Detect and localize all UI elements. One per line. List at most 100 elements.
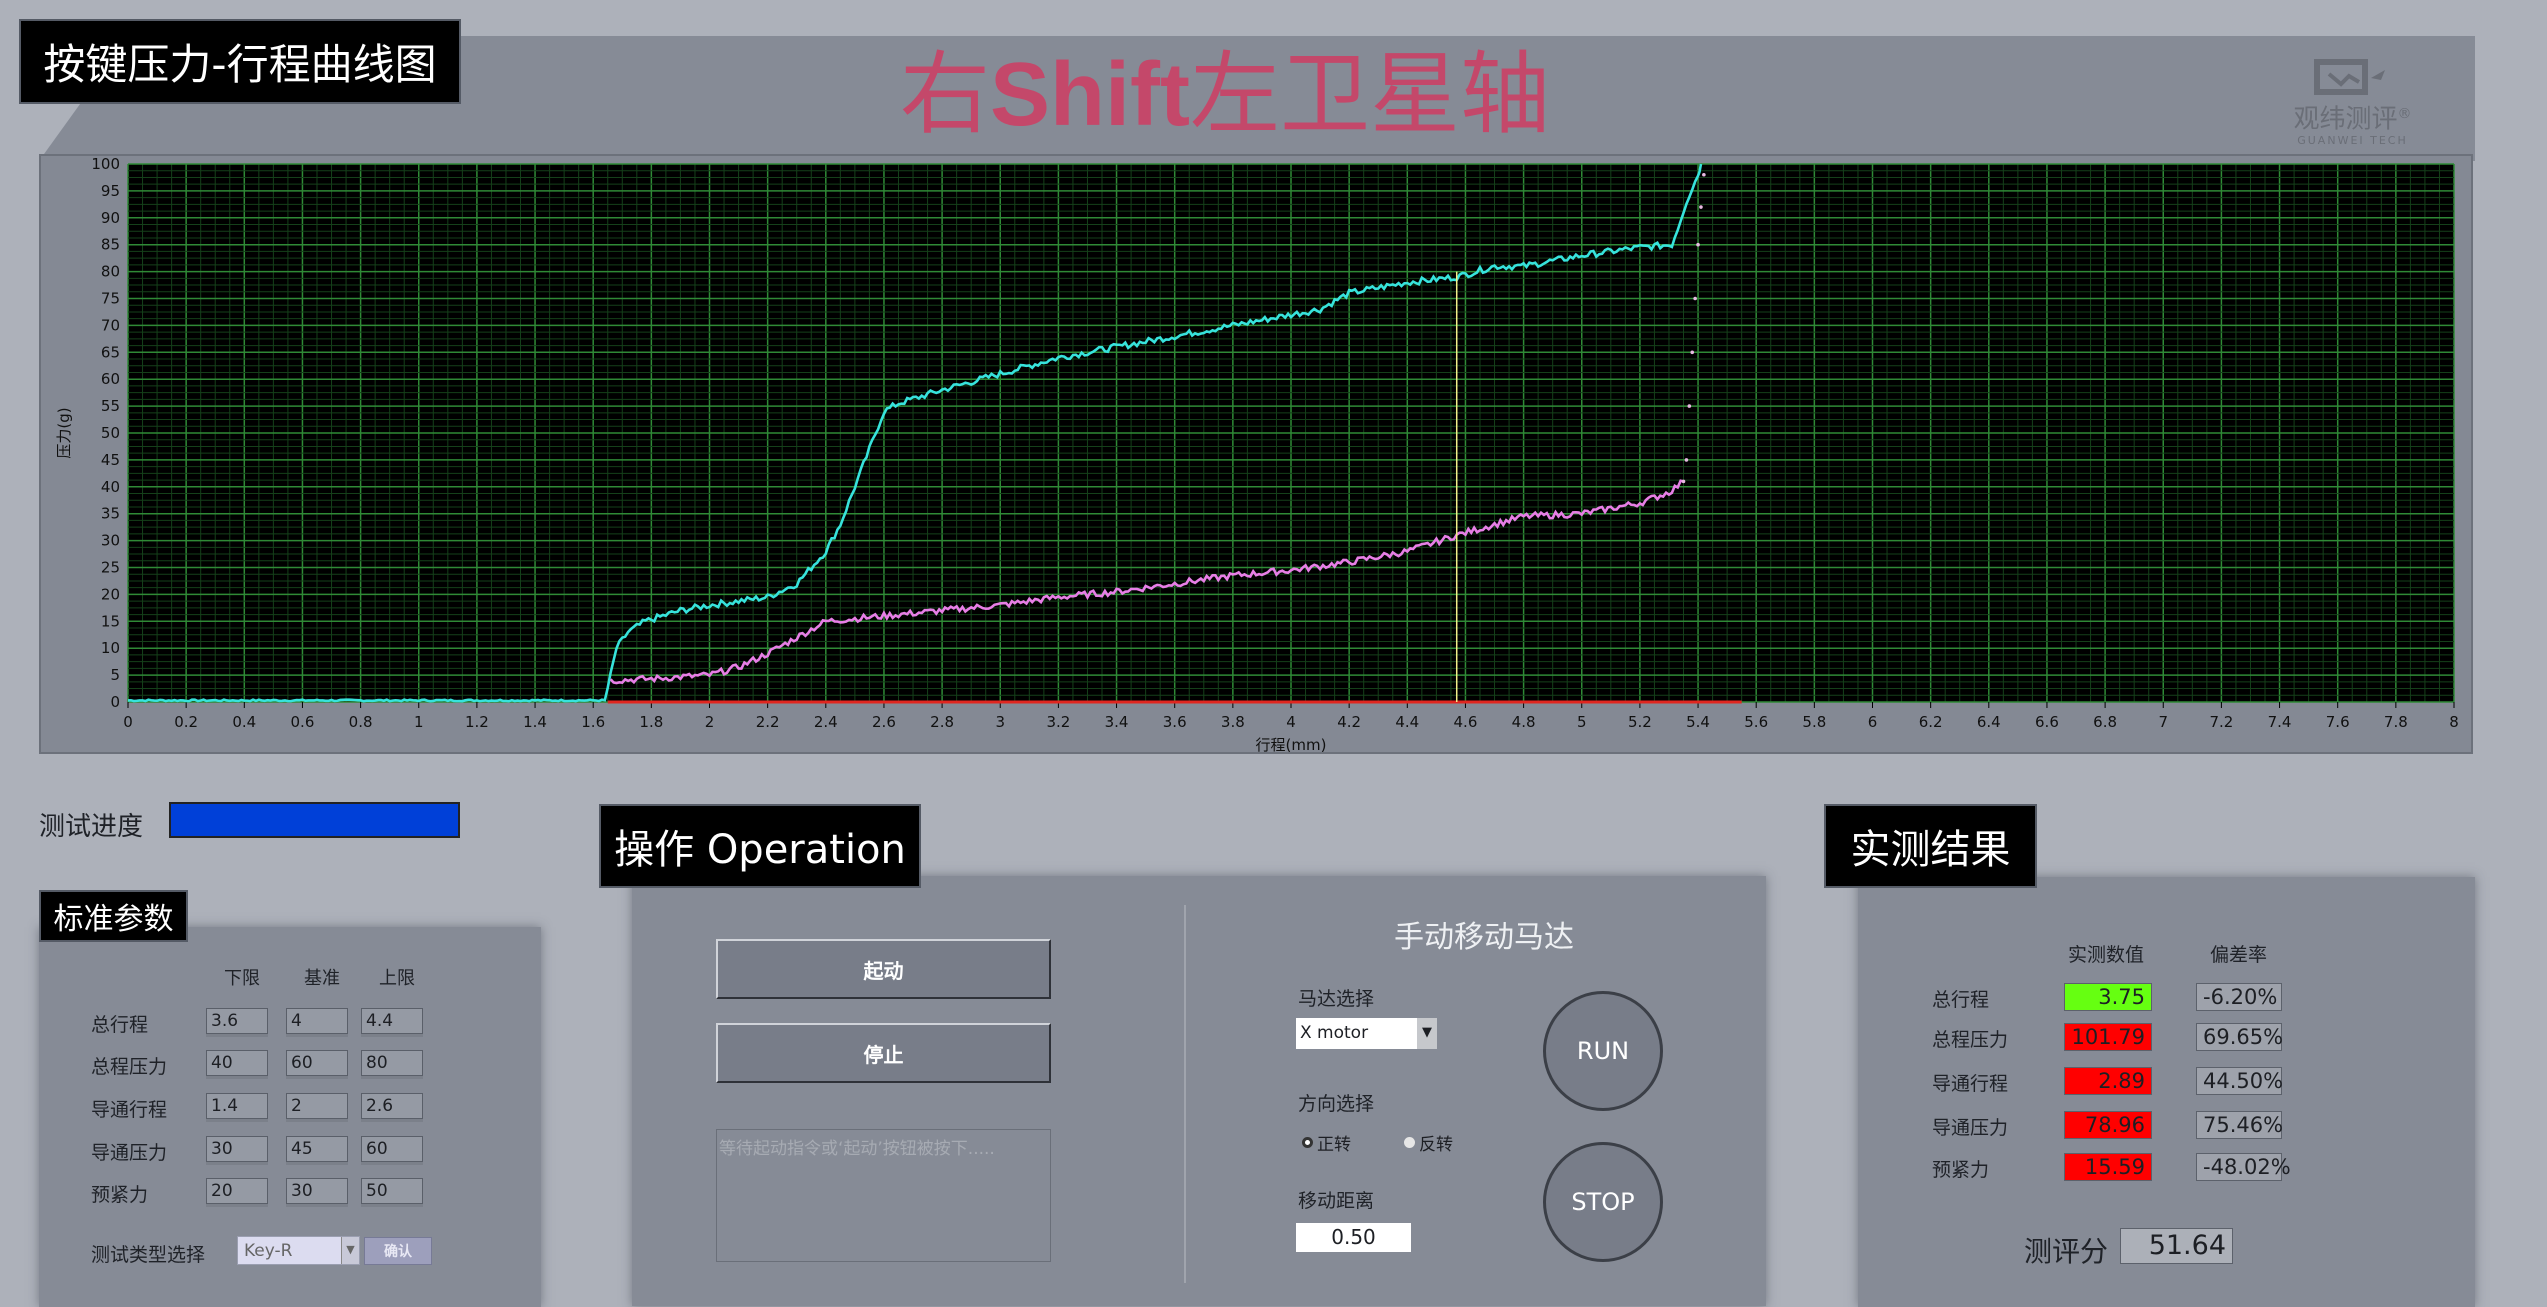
result-value: 2.89 bbox=[2064, 1067, 2152, 1095]
logo-en: GUANWEI TECH bbox=[2297, 133, 2408, 147]
motor-select[interactable]: X motor ▼ bbox=[1296, 1018, 1437, 1049]
score-label: 测评分 bbox=[2024, 1235, 2109, 1268]
x-tick-label: 3.4 bbox=[1105, 713, 1129, 731]
x-tick-label: 1.6 bbox=[581, 713, 605, 731]
test-progress-bar bbox=[169, 802, 460, 838]
series-point bbox=[1702, 172, 1706, 177]
logo-reg: ® bbox=[2397, 106, 2412, 122]
param-input[interactable]: 30 bbox=[286, 1178, 348, 1204]
y-tick-label: 45 bbox=[101, 451, 120, 469]
manual-motor-title: 手动移动马达 bbox=[1394, 920, 1574, 955]
x-tick-label: 4.6 bbox=[1454, 713, 1478, 731]
series-point bbox=[1693, 296, 1697, 301]
x-tick-label: 7.8 bbox=[2384, 713, 2408, 731]
param-input[interactable]: 80 bbox=[361, 1050, 423, 1076]
param-col-header: 基准 bbox=[304, 968, 340, 989]
motor-select-label: 马达选择 bbox=[1298, 988, 1375, 1010]
radio-checked-icon[interactable] bbox=[1302, 1137, 1313, 1148]
x-tick-label: 3.2 bbox=[1046, 713, 1070, 731]
title-bold: Shift bbox=[990, 45, 1190, 145]
series-line-1 bbox=[609, 479, 1684, 685]
x-tick-label: 4.4 bbox=[1395, 713, 1419, 731]
chart-panel-title: 按键压力-行程曲线图 bbox=[19, 19, 461, 104]
param-input[interactable]: 1.4 bbox=[206, 1093, 268, 1119]
result-deviation: 75.46% bbox=[2196, 1111, 2283, 1139]
params-title: 标准参数 bbox=[39, 890, 188, 942]
radio-unchecked-icon[interactable] bbox=[1404, 1137, 1415, 1148]
x-tick-label: 4.2 bbox=[1337, 713, 1361, 731]
param-input[interactable]: 3.6 bbox=[206, 1008, 268, 1034]
x-tick-label: 7.4 bbox=[2268, 713, 2292, 731]
test-type-value: Key-R bbox=[244, 1241, 293, 1261]
result-row-label: 预紧力 bbox=[1932, 1159, 1990, 1181]
x-tick-label: 7 bbox=[2158, 713, 2168, 731]
series-point bbox=[1699, 205, 1703, 209]
result-row-label: 总行程 bbox=[1932, 989, 1990, 1011]
y-tick-label: 95 bbox=[101, 182, 120, 200]
param-input[interactable]: 20 bbox=[206, 1178, 268, 1204]
chevron-down-icon[interactable]: ▼ bbox=[1417, 1018, 1437, 1049]
status-textbox[interactable]: 等待起动指令或‘起动’按钮被按下..... bbox=[716, 1129, 1051, 1262]
y-tick-label: 50 bbox=[101, 424, 120, 442]
param-input[interactable]: 2.6 bbox=[361, 1093, 423, 1119]
x-tick-label: 4.8 bbox=[1512, 713, 1536, 731]
y-tick-label: 60 bbox=[101, 370, 120, 388]
param-input[interactable]: 60 bbox=[286, 1050, 348, 1076]
param-input[interactable]: 60 bbox=[361, 1136, 423, 1162]
y-tick-label: 75 bbox=[101, 290, 120, 308]
result-row-label: 导通行程 bbox=[1932, 1073, 2009, 1095]
x-tick-label: 1.4 bbox=[523, 713, 547, 731]
x-tick-label: 7.2 bbox=[2209, 713, 2233, 731]
param-input[interactable]: 4.4 bbox=[361, 1008, 423, 1034]
y-tick-label: 5 bbox=[110, 666, 120, 684]
forward-label: 正转 bbox=[1317, 1135, 1351, 1155]
param-input[interactable]: 40 bbox=[206, 1050, 268, 1076]
param-input[interactable]: 45 bbox=[286, 1136, 348, 1162]
x-tick-label: 2 bbox=[705, 713, 715, 731]
title-prefix: 右 bbox=[900, 42, 990, 147]
y-tick-label: 15 bbox=[101, 612, 120, 630]
motor-stop-button[interactable]: STOP bbox=[1543, 1142, 1663, 1262]
confirm-button[interactable]: 确认 bbox=[364, 1237, 432, 1265]
operation-title: 操作 Operation bbox=[599, 804, 921, 888]
test-type-select[interactable]: Key-R ▼ bbox=[237, 1236, 360, 1265]
param-input[interactable]: 2 bbox=[286, 1093, 348, 1119]
logo-icon bbox=[2313, 59, 2385, 95]
param-input[interactable]: 50 bbox=[361, 1178, 423, 1204]
pressure-stroke-chart[interactable]: 0 0.2 0.4 0.6 0.8 1 1.2 1.4 1.6 1.8 2 2.2 2.4 2.6 2.8 3… bbox=[39, 154, 2473, 754]
series-point bbox=[1690, 350, 1695, 355]
stop-button[interactable]: 停止 bbox=[716, 1023, 1051, 1083]
y-tick-label: 40 bbox=[101, 478, 120, 496]
y-tick-label: 55 bbox=[101, 397, 120, 415]
x-tick-label: 6.8 bbox=[2093, 713, 2117, 731]
y-tick-label: 100 bbox=[91, 155, 120, 173]
distance-label: 移动距离 bbox=[1298, 1190, 1375, 1212]
result-row-label: 导通压力 bbox=[1932, 1117, 2009, 1139]
x-tick-label: 1.8 bbox=[639, 713, 663, 731]
radio-reverse[interactable]: 反转 bbox=[1404, 1130, 1453, 1155]
result-deviation: -48.02% bbox=[2196, 1153, 2291, 1181]
param-input[interactable]: 30 bbox=[206, 1136, 268, 1162]
x-tick-label: 2.2 bbox=[756, 713, 780, 731]
result-deviation: -6.20% bbox=[2196, 983, 2282, 1011]
x-tick-label: 0.2 bbox=[174, 713, 198, 731]
run-button[interactable]: RUN bbox=[1543, 991, 1663, 1111]
result-col-header: 偏差率 bbox=[2210, 944, 2268, 966]
radio-forward[interactable]: 正转 bbox=[1302, 1130, 1351, 1155]
logo-cn: 观纬测评 bbox=[2293, 104, 2398, 135]
start-button[interactable]: 起动 bbox=[716, 939, 1051, 999]
x-tick-label: 0.4 bbox=[232, 713, 256, 731]
result-deviation: 69.65% bbox=[2196, 1023, 2283, 1051]
distance-input[interactable]: 0.50 bbox=[1296, 1223, 1411, 1252]
divider bbox=[1184, 905, 1186, 1283]
x-tick-label: 6.2 bbox=[1919, 713, 1943, 731]
param-input[interactable]: 4 bbox=[286, 1008, 348, 1034]
chevron-down-icon[interactable]: ▼ bbox=[341, 1237, 359, 1264]
logo: 观纬测评® GUANWEI TECH bbox=[2270, 58, 2435, 153]
y-tick-label: 30 bbox=[101, 532, 120, 550]
x-tick-label: 4 bbox=[1286, 713, 1296, 731]
x-tick-label: 3.8 bbox=[1221, 713, 1245, 731]
progress-fill bbox=[171, 804, 458, 836]
x-tick-label: 0 bbox=[123, 713, 133, 731]
param-col-header: 下限 bbox=[224, 968, 260, 989]
